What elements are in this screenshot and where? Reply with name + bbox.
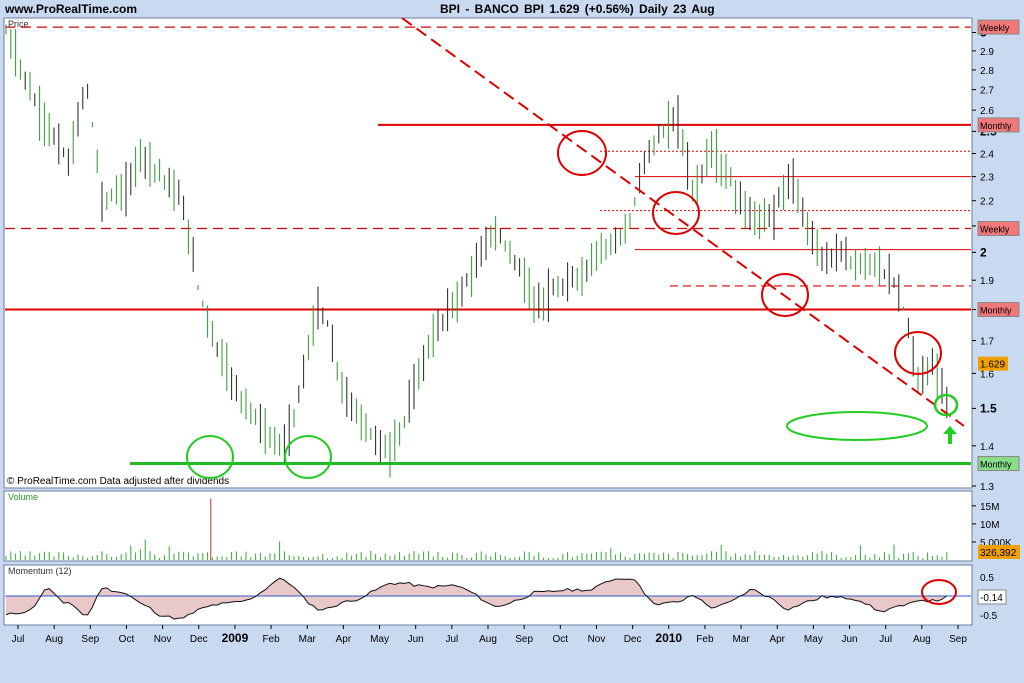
- level-tags: Weekly Monthly Weekly Monthly Monthly 1.629: [977, 19, 1020, 472]
- y-tick-label: 1.6: [980, 369, 994, 380]
- x-tick-label: Aug: [913, 634, 931, 645]
- x-tick-label: Aug: [45, 634, 63, 645]
- level-tag: [977, 19, 1020, 35]
- momentum-panel: [3, 564, 973, 626]
- x-tick-label: Jul: [12, 634, 25, 645]
- y-tick-label: 2.7: [980, 86, 994, 97]
- momentum-tick-label: -0.5: [980, 611, 998, 622]
- x-tick-label: Jul: [445, 634, 458, 645]
- volume-panel: [3, 490, 973, 562]
- momentum-line: [5, 577, 948, 620]
- level-tag-text: Monthly: [980, 121, 1012, 131]
- x-tick-label: Oct: [553, 634, 569, 645]
- momentum-y-axis: 0.5 -0.5 -0.14: [977, 573, 1007, 622]
- price-candles: [5, 24, 948, 478]
- x-tick-label: Apr: [769, 634, 785, 645]
- y-tick-label: 2.2: [980, 197, 994, 208]
- x-tick-label: Dec: [624, 634, 642, 645]
- momentum-area: [5, 577, 971, 620]
- y-tick-label: 1.7: [980, 337, 994, 348]
- x-tick-label: May: [370, 634, 389, 645]
- volume-last-tag: [978, 545, 1020, 559]
- volume-last-label: 326,392: [980, 548, 1017, 559]
- y-tick-label: 2.8: [980, 66, 994, 77]
- descending-trendline: [401, 17, 965, 427]
- last-price-tag: [978, 356, 1008, 371]
- x-tick-label: Feb: [262, 634, 280, 645]
- volume-tick-label: 5,000K: [980, 538, 1012, 549]
- momentum-panel-label: Momentum (12): [8, 566, 72, 576]
- resistance-circle: [894, 331, 942, 375]
- support-circle: [186, 435, 234, 479]
- x-tick-label: Nov: [154, 634, 172, 645]
- x-tick-label: Jul: [879, 634, 892, 645]
- last-price-label: 1.629: [980, 360, 1005, 371]
- y-tick-label: 2: [980, 245, 987, 259]
- momentum-last-label: -0.14: [980, 593, 1003, 604]
- y-tick-label: 1.5: [980, 401, 997, 415]
- x-tick-label: Oct: [119, 634, 135, 645]
- x-tick-label: Aug: [479, 634, 497, 645]
- level-tag: [977, 456, 1020, 472]
- price-panel: [3, 17, 973, 489]
- resistance-circle: [652, 191, 700, 235]
- momentum-fill: [6, 578, 950, 620]
- volume-tick-label: 10M: [980, 520, 999, 531]
- momentum-tick-label: 0.5: [980, 573, 994, 584]
- x-tick-label: Mar: [299, 634, 317, 645]
- x-tick-label: Apr: [336, 634, 352, 645]
- momentum-last-tag: [977, 589, 1007, 605]
- price-y-axis: 32.92.82.72.62.52.42.32.22.121.91.81.71.…: [972, 26, 997, 493]
- level-tag-text: Weekly: [980, 225, 1010, 235]
- x-tick-label: Feb: [696, 634, 714, 645]
- price-levels: [5, 26, 971, 466]
- y-tick-label: 1.9: [980, 276, 994, 287]
- y-tick-label: 2.9: [980, 47, 994, 58]
- support-ellipse: [786, 411, 928, 441]
- x-tick-label: 2010: [655, 631, 682, 645]
- x-tick-label: Sep: [515, 634, 533, 645]
- level-tag-text: Monthly: [980, 460, 1012, 470]
- x-tick-label: Nov: [588, 634, 606, 645]
- y-tick-label: 2.6: [980, 106, 994, 117]
- level-tag: [977, 221, 1020, 237]
- volume-panel-label: Volume: [8, 492, 38, 502]
- up-arrow-icon: [943, 426, 957, 444]
- resistance-circle: [761, 273, 809, 317]
- support-circle: [284, 435, 332, 479]
- copyright-note: © ProRealTime.com Data adjusted after di…: [7, 476, 229, 487]
- level-tag: [977, 117, 1020, 133]
- x-tick-label: Jun: [408, 634, 424, 645]
- x-tick-label: May: [804, 634, 823, 645]
- chart-title: BPI - BANCO BPI 1.629 (+0.56%) Daily 23 …: [440, 2, 715, 16]
- x-tick-label: Sep: [949, 634, 967, 645]
- momentum-circle: [921, 579, 957, 605]
- x-tick-label: Dec: [190, 634, 208, 645]
- price-panel-label: Price: [8, 19, 29, 29]
- time-x-axis: Jul Aug Sep Oct Nov Dec 2009 Feb Mar Apr May Jun Jul…: [12, 625, 967, 645]
- y-tick-label: 1.4: [980, 442, 994, 453]
- y-tick-label: 2.4: [980, 150, 994, 161]
- support-circle: [933, 393, 959, 417]
- site-name: www.ProRealTime.com: [5, 2, 138, 16]
- level-tag: [977, 302, 1020, 318]
- x-tick-label: Sep: [81, 634, 99, 645]
- volume-tick-label: 15M: [980, 502, 999, 513]
- resistance-circle: [557, 130, 607, 176]
- y-tick-label: 2.3: [980, 173, 994, 184]
- x-tick-label: Mar: [732, 634, 750, 645]
- level-tag-text: Monthly: [980, 306, 1012, 316]
- level-tag-text: Weekly: [980, 23, 1010, 33]
- x-tick-label: Jun: [841, 634, 857, 645]
- x-tick-label: 2009: [222, 631, 249, 645]
- y-tick-label: 1.3: [980, 482, 994, 493]
- volume-bars: [5, 498, 948, 560]
